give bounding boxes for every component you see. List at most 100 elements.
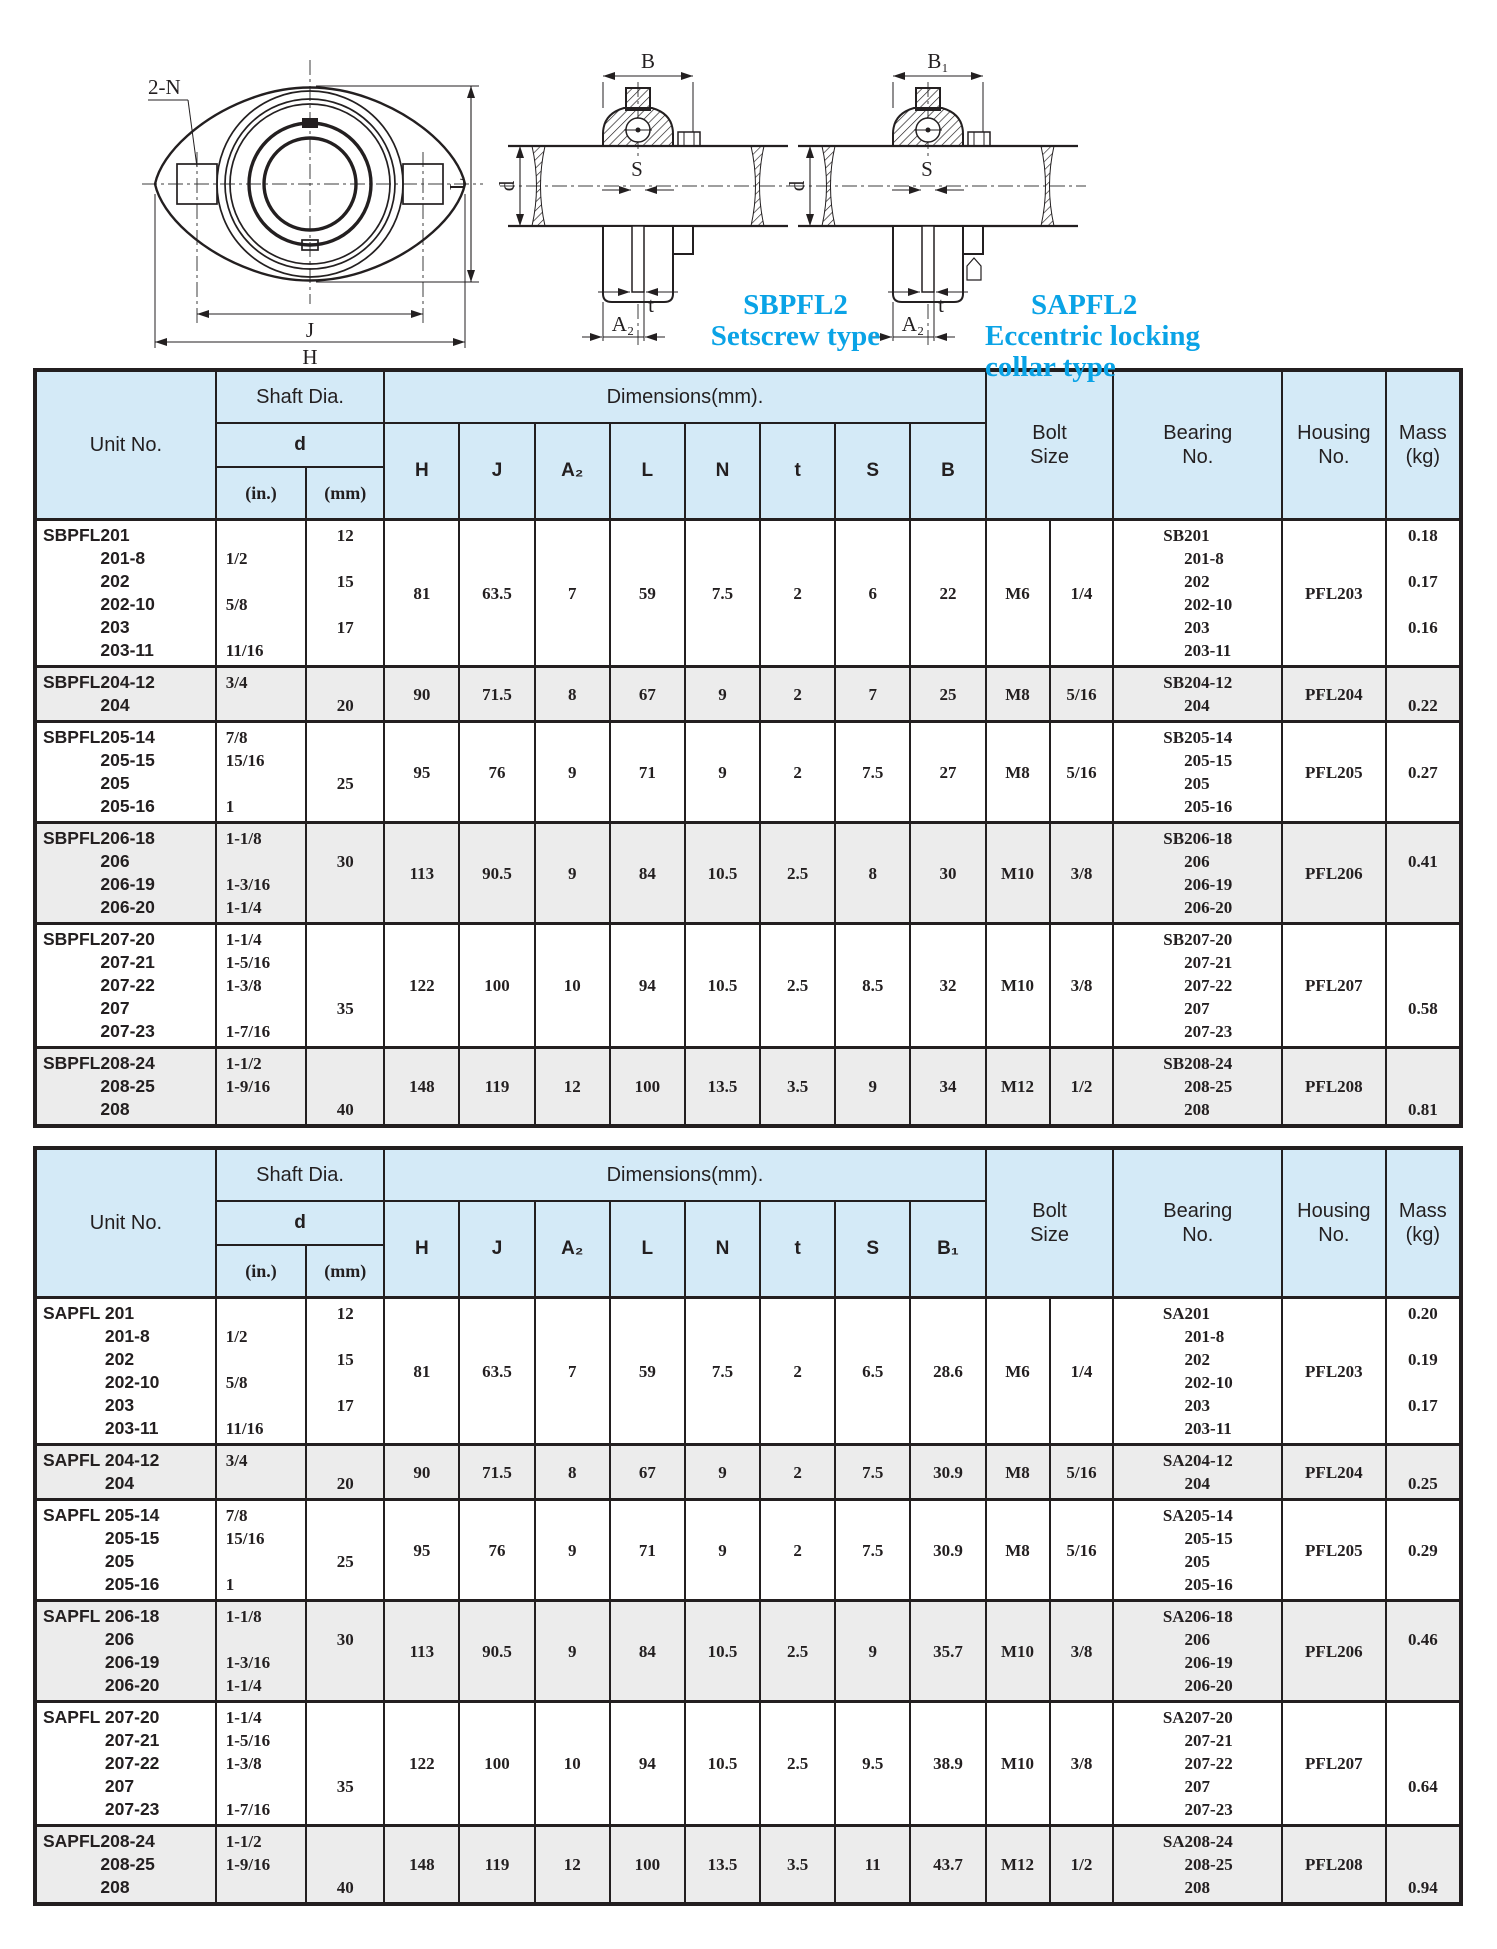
bearing-prefix: SB	[1163, 829, 1185, 848]
dim-label-t: t	[648, 293, 654, 317]
bearing-prefix: SA	[1162, 1304, 1185, 1323]
cell-dim-N: 9	[683, 720, 762, 824]
cell-dim-L: 94	[608, 1700, 686, 1827]
cell-bolt-metric: M10	[984, 1700, 1051, 1827]
setscrew-section-drawing: B d S t	[498, 49, 796, 346]
cell-dim-J: 63.5	[458, 1296, 536, 1446]
cell-bearing-no: SB 207-20 207-21 207-22 207 207-23	[1112, 922, 1284, 1049]
eccentric-section-drawing: B₁ d S t	[788, 49, 1086, 346]
cell-housing-no: PFL206	[1281, 1599, 1387, 1703]
cell-dim-L: 84	[608, 821, 686, 925]
cell-dim-B: 30.9	[909, 1443, 987, 1501]
header-shaft-dia: Shaft Dia.	[214, 369, 386, 424]
cell-housing-no: PFL205	[1281, 720, 1387, 824]
dim-label-a2: A₂	[612, 312, 635, 336]
cell-dim-J: 90.5	[458, 1599, 536, 1703]
cell-dim-L: 59	[608, 1296, 686, 1446]
bearing-numbers: 204-12 204	[1184, 1451, 1233, 1493]
table-row-SBPFL201: SBPFL 201 201-8 202 202-10 203 203-11 1/2…	[34, 518, 1463, 668]
cell-dim-J: 76	[458, 1498, 536, 1602]
table-row-SBPFL204-12: SBPFL 204-12 204 3/4 20 90 71.5 8 67 9 2 7 25 M8 5/1…	[34, 665, 1463, 723]
setscrew-icon	[915, 87, 941, 111]
cell-housing-no: PFL204	[1281, 1443, 1387, 1501]
dim-label-t: t	[938, 293, 944, 317]
header-dim-L: L	[608, 422, 686, 521]
cell-bolt-metric: M10	[984, 1599, 1051, 1703]
unit-numbers: 207-20 207-21 207-22 207 207-23	[100, 929, 155, 1041]
cell-bolt-inch: 5/16	[1048, 665, 1115, 723]
cell-shaft-in: 1-1/2 1-9/16	[214, 1824, 308, 1906]
unit-numbers: 205-14 205-15 205 205-16	[104, 1505, 160, 1594]
cell-shaft-mm: 35	[305, 922, 386, 1049]
cell-unit-no: SBPFL 205-14 205-15 205 205-16	[34, 720, 217, 824]
bearing-numbers: 201 201-8 202 202-10 203 203-11	[1184, 1304, 1233, 1438]
cell-dim-B: 28.6	[909, 1296, 987, 1446]
table-row-SAPFL201: SAPFL 201 201-8 202 202-10 203 203-11 1/…	[34, 1296, 1463, 1446]
table-row-SBPFL206-18: SBPFL 206-18 206 206-19 206-20 1-1/8 1-3/1…	[34, 821, 1463, 925]
table-row-SAPFL207-20: SAPFL 207-20 207-21 207-22 207 207-23 1-1…	[34, 1700, 1463, 1827]
cell-bolt-inch: 5/16	[1048, 1498, 1115, 1602]
unit-numbers: 208-24 208-25 208	[100, 1053, 155, 1119]
header-dim-S: S	[834, 422, 912, 521]
cell-dim-H: 122	[383, 922, 461, 1049]
cell-bolt-inch: 5/16	[1048, 1443, 1115, 1501]
bearing-no-block: SB 201 201-8 202 202-10 203 203-11	[1163, 524, 1232, 662]
cell-shaft-mm: 35	[305, 1700, 386, 1827]
cell-dim-B: 30.9	[909, 1498, 987, 1602]
cell-dim-J: 90.5	[458, 821, 536, 925]
header-dim-B₁: B₁	[909, 1200, 987, 1299]
cell-unit-no: SAPFL 207-20 207-21 207-22 207 207-23	[34, 1700, 217, 1827]
header-bearing-no: Bearing No.	[1112, 369, 1284, 521]
bearing-prefix: SB	[1163, 930, 1185, 949]
unit-prefix: SBPFL	[43, 828, 101, 848]
cell-dim-H: 90	[383, 1443, 461, 1501]
cell-unit-no: SAPFL 206-18 206 206-19 206-20	[34, 1599, 217, 1703]
sbpfl2-caption-title: SBPFL2	[743, 289, 848, 321]
cell-bolt-inch: 1/4	[1048, 518, 1115, 668]
cell-dim-A2: 7	[533, 1296, 611, 1446]
cell-mass: 0.25	[1384, 1443, 1463, 1501]
header-shaft-in: (in.)	[214, 466, 308, 521]
bearing-prefix: SA	[1162, 1607, 1185, 1626]
dim-label-h: H	[302, 345, 317, 368]
cell-dim-A2: 7	[533, 518, 611, 668]
cell-dim-A2: 10	[533, 922, 611, 1049]
bearing-no-block: SA 204-12 204	[1163, 1449, 1233, 1495]
unit-no-block: SAPFL 205-14 205-15 205 205-16	[43, 1504, 213, 1596]
bearing-numbers: 205-14 205-15 205 205-16	[1184, 1506, 1233, 1594]
cell-dim-B: 22	[909, 518, 987, 668]
cell-housing-no: PFL203	[1281, 518, 1387, 668]
cell-bearing-no: SB 205-14 205-15 205 205-16	[1112, 720, 1284, 824]
unit-numbers: 207-20 207-21 207-22 207 207-23	[104, 1707, 160, 1819]
header-dim-H: H	[383, 422, 461, 521]
cell-dim-H: 113	[383, 821, 461, 925]
cell-unit-no: SBPFL 208-24 208-25 208	[34, 1046, 217, 1128]
cell-dim-S: 6	[834, 518, 912, 668]
cell-mass: 0.46	[1384, 1599, 1463, 1703]
cell-shaft-in: 1-1/8 1-3/16 1-1/4	[214, 821, 308, 925]
table-row-SAPFL205-14: SAPFL 205-14 205-15 205 205-16 7/8 15/16 …	[34, 1498, 1463, 1602]
bearing-numbers: 206-18 206 206-19 206-20	[1184, 829, 1233, 917]
unit-prefix: SBPFL	[43, 929, 101, 949]
cell-mass: 0.81	[1384, 1046, 1463, 1128]
cell-dim-A2: 9	[533, 1599, 611, 1703]
cell-mass: 0.18 0.17 0.16	[1384, 518, 1463, 668]
unit-numbers: 204-12 204	[100, 672, 155, 715]
cell-dim-A2: 9	[533, 821, 611, 925]
bearing-prefix: SA	[1162, 1506, 1185, 1525]
cell-dim-t: 2.5	[759, 1700, 837, 1827]
cell-shaft-in: 1-1/8 1-3/16 1-1/4	[214, 1599, 308, 1703]
header-mass: Mass (kg)	[1384, 369, 1463, 521]
cell-bolt-inch: 3/8	[1048, 922, 1115, 1049]
cell-dim-S: 7	[834, 665, 912, 723]
cell-dim-N: 13.5	[683, 1824, 762, 1906]
unit-prefix: SBPFL	[43, 672, 101, 692]
cell-shaft-in: 3/4	[214, 1443, 308, 1501]
cell-shaft-mm: 20	[305, 665, 386, 723]
bearing-no-block: SB 207-20 207-21 207-22 207 207-23	[1163, 928, 1232, 1043]
bearing-prefix: SB	[1163, 526, 1185, 545]
unit-prefix: SAPFL	[43, 1831, 101, 1851]
dim-label-d: d	[498, 180, 519, 191]
header-housing-no: Housing No.	[1281, 1147, 1387, 1299]
